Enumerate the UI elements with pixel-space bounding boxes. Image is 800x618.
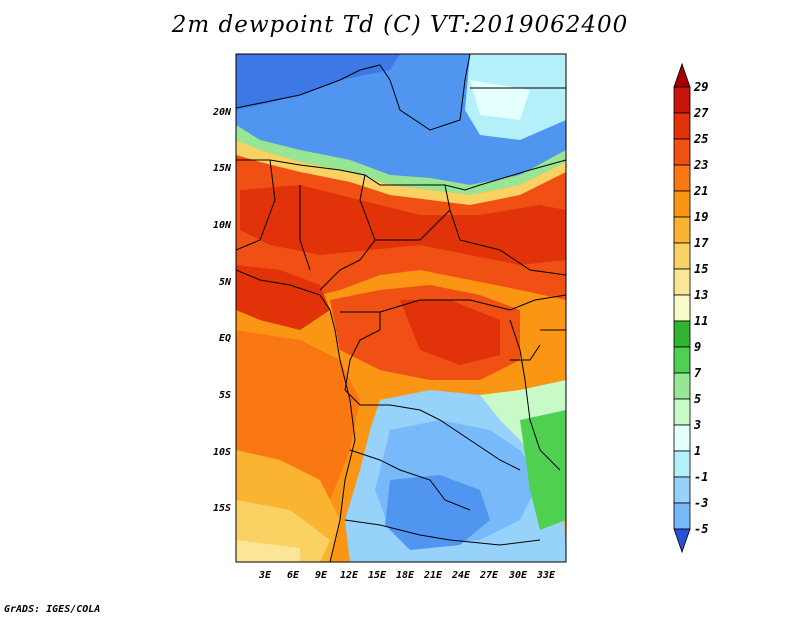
colorbar-label: 15 [694,262,708,276]
lat-label: EQ [219,333,231,344]
colorbar-box [673,242,691,270]
map-frame [235,53,567,563]
colorbar-box [673,216,691,244]
lat-label: 15N [213,163,232,174]
lat-label: 5N [219,277,232,288]
colorbar-box [673,138,691,166]
lat-axis: 20N 15N 10N 5N EQ 5S 10S 15S [212,107,232,514]
colorbar-label: 5 [694,392,701,406]
colorbar: 29 27 25 23 21 19 17 15 13 11 9 7 5 3 1 -1 -3 -5 [673,62,709,554]
colorbar-box [673,164,691,192]
colorbar-label: 13 [694,288,708,302]
lon-label: 21E [423,570,443,581]
colorbar-label: 9 [694,340,701,354]
lat-label: 10N [213,220,232,231]
colorbar-label: 7 [694,366,702,380]
colorbar-box [673,190,691,218]
colorbar-box [673,450,691,478]
colorbar-label: 23 [693,158,708,172]
colorbar-box [673,502,691,530]
colorbar-label: 17 [694,236,709,250]
colorbar-label: -1 [694,470,708,484]
colorbar-top-arrow [673,62,691,88]
colorbar-box [673,294,691,322]
lat-label: 15S [213,503,231,514]
colorbar-box [673,268,691,296]
lon-label: 3E [258,570,272,581]
colorbar-box [673,320,691,348]
colorbar-box [673,86,691,114]
lon-label: 6E [287,570,300,581]
colorbar-label: 25 [693,132,708,146]
dewpoint-field [236,54,566,562]
lon-label: 30E [508,570,528,581]
colorbar-label: -3 [694,496,708,510]
lon-label: 18E [396,570,415,581]
colorbar-label: 19 [694,210,708,224]
lon-label: 12E [340,570,359,581]
map-title: 2m dewpoint Td (C) VT:2019062400 [171,12,629,38]
colorbar-label: -5 [694,522,708,536]
lon-label: 9E [315,570,328,581]
colorbar-box [673,112,691,140]
lon-label: 27E [479,570,499,581]
colorbar-box [673,476,691,504]
colorbar-box [673,372,691,400]
country-borders [236,54,566,562]
colorbar-label: 11 [694,314,708,328]
lat-label: 20N [212,107,232,118]
colorbar-label: 1 [694,444,701,458]
lon-label: 24E [451,570,471,581]
colorbar-bottom-arrow [673,528,691,554]
colorbar-label: 29 [693,80,708,94]
lon-label: 15E [368,570,387,581]
lat-label: 10S [213,447,231,458]
lon-axis: 3E 6E 9E 12E 15E 18E 21E 24E 27E 30E 33E [258,570,556,581]
colorbar-box [673,346,691,374]
grads-credit: GrADS: IGES/COLA [4,604,101,615]
colorbar-label: 27 [693,106,709,120]
colorbar-box [673,398,691,426]
colorbar-label: 21 [693,184,708,198]
lon-label: 33E [536,570,556,581]
colorbar-label: 3 [693,418,701,432]
colorbar-box [673,424,691,452]
lat-label: 5S [219,390,231,401]
